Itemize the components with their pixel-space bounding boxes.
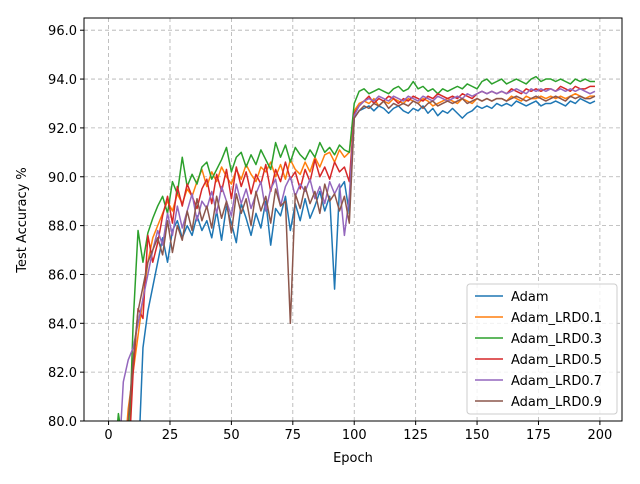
x-tick-label: 200 [587,428,612,443]
y-tick-label: 96.0 [48,24,77,39]
legend-label: Adam_LRD0.7 [511,374,602,389]
x-tick-label: 125 [403,428,428,443]
y-tick-label: 90.0 [48,171,77,186]
y-tick-label: 82.0 [48,366,77,381]
plot-frame [83,17,623,422]
axes: 0 25 50 75 100 125 150 175 200 80.0 82.0 84.0 86.0 88… [48,24,612,443]
y-tick-label: 84.0 [48,317,77,332]
plot-lines [116,75,596,421]
legend-label: Adam [511,290,549,305]
y-tick-label: 88.0 [48,220,77,235]
series-line [127,95,596,421]
legend-box [466,283,618,415]
x-tick-label: 0 [104,428,112,443]
x-tick-label: 50 [223,428,240,443]
x-tick-label: 175 [526,428,551,443]
x-tick-label: 150 [465,428,490,443]
legend-label: Adam_LRD0.3 [511,332,602,347]
y-tick-label: 86.0 [48,268,77,283]
legend-label: Adam_LRD0.9 [511,395,602,410]
legend-label: Adam_LRD0.1 [511,311,602,326]
x-axis-label: Epoch [333,451,373,466]
y-axis-label: Test Accuracy % [15,167,30,274]
series-line [116,75,595,421]
x-tick-label: 100 [342,428,367,443]
y-tick-label: 92.0 [48,122,77,137]
legend-label: Adam_LRD0.5 [511,353,602,368]
x-tick-label: 25 [162,428,179,443]
x-tick-label: 75 [285,428,302,443]
y-tick-label: 80.0 [48,415,77,430]
legend: Adam Adam_LRD0.1 Adam_LRD0.3 Adam_LRD0.5 Ada… [466,283,618,415]
y-tick-label: 94.0 [48,73,77,88]
